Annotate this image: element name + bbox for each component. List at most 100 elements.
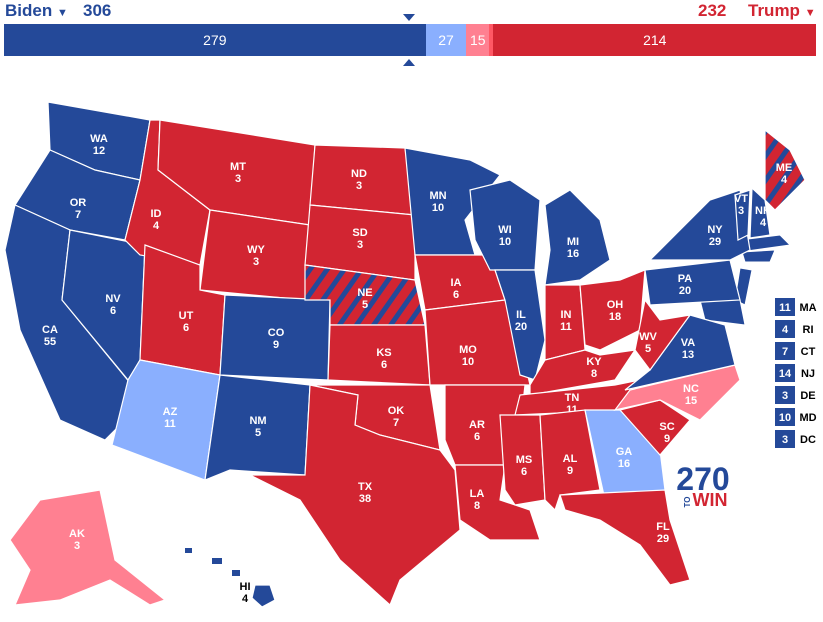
state-shape[interactable]: [734, 189, 751, 241]
state-shape[interactable]: [644, 259, 741, 306]
state-abbr: MN: [429, 190, 446, 202]
state-ev: 8: [591, 368, 597, 380]
state-ev: 6: [381, 359, 387, 371]
state-abbr: VA: [681, 337, 696, 349]
state-shape[interactable]: [624, 314, 736, 391]
state-abbr: NH: [755, 205, 771, 217]
state-shape[interactable]: [309, 144, 416, 216]
state-abbr: AK: [69, 528, 85, 540]
state-abbr: GA: [616, 446, 633, 458]
state-abbr: PA: [678, 273, 693, 285]
candidate-total: 232: [698, 1, 727, 20]
state-abbr: CO: [268, 327, 285, 339]
state-abbr: ND: [351, 168, 367, 180]
state-abbr: AR: [469, 419, 485, 431]
state-shape[interactable]: [613, 364, 741, 421]
state-ev: 11: [164, 418, 176, 430]
state-ev: 16: [618, 458, 630, 470]
small-state-box[interactable]: [775, 408, 795, 426]
state-ev: 5: [255, 427, 261, 439]
candidate-name[interactable]: Biden: [5, 1, 53, 20]
island-shape: [232, 570, 240, 576]
small-state-abbr: CT: [801, 346, 816, 358]
state-ev: 8: [474, 500, 480, 512]
state-ev: 11: [560, 321, 572, 333]
state-shape[interactable]: [251, 584, 276, 608]
state-ev: 3: [253, 256, 259, 268]
state-shape: [741, 249, 776, 263]
small-state-ev: 7: [782, 346, 788, 358]
small-state-abbr: MD: [799, 412, 816, 424]
state-ev: 6: [474, 431, 480, 443]
state-ev: 4: [760, 217, 767, 229]
state-ev: 18: [609, 311, 621, 323]
marker: [403, 14, 415, 21]
small-state-box[interactable]: [775, 364, 795, 382]
state-ev: 5: [362, 299, 368, 311]
state-abbr: MS: [516, 454, 533, 466]
state-ev: 6: [453, 289, 459, 301]
state-shape[interactable]: [544, 189, 611, 286]
small-state-abbr: DC: [800, 434, 816, 446]
state-shape[interactable]: [111, 359, 221, 481]
state-ev: 55: [44, 336, 56, 348]
small-state-box[interactable]: [775, 320, 795, 338]
small-state-ev: 4: [782, 324, 789, 336]
state-abbr: FL: [656, 521, 670, 533]
state-abbr: MO: [459, 344, 477, 356]
state-abbr: WV: [639, 331, 657, 343]
state-abbr: NC: [683, 383, 699, 395]
island-shape: [185, 548, 192, 553]
state-ev: 6: [110, 305, 116, 317]
state-shape[interactable]: [764, 128, 806, 211]
state-shape[interactable]: [634, 298, 692, 372]
state-ev: 12: [93, 145, 105, 157]
candidate-name[interactable]: Trump: [748, 1, 800, 20]
state-ev: 5: [645, 343, 651, 355]
state-ev: 9: [273, 339, 279, 351]
small-state-ev: 11: [779, 302, 791, 314]
state-abbr: IL: [516, 309, 526, 321]
small-state-ev: 14: [779, 368, 792, 380]
marker: [403, 59, 415, 66]
small-state-abbr: DE: [800, 390, 815, 402]
candidate-right[interactable]: Trump ▼: [748, 1, 816, 20]
state-abbr: NY: [707, 224, 723, 236]
state-shape[interactable]: [584, 409, 666, 501]
small-state-box[interactable]: [775, 342, 795, 360]
state-ev: 4: [781, 174, 788, 186]
small-state-box[interactable]: [775, 430, 795, 448]
state-abbr: MI: [567, 236, 579, 248]
bar-segment: 27: [425, 24, 467, 56]
state-ev: 3: [357, 239, 363, 251]
state-abbr: WA: [90, 133, 108, 145]
state-abbr: NM: [249, 415, 266, 427]
logo-word: WIN: [693, 490, 728, 510]
candidate-total: 306: [83, 1, 112, 20]
state-ev: 10: [462, 356, 474, 368]
small-state-ev: 3: [782, 434, 788, 446]
state-abbr: NE: [357, 287, 372, 299]
state-abbr: OR: [70, 197, 87, 209]
state-abbr: ID: [151, 208, 162, 220]
state-shape[interactable]: [249, 384, 461, 607]
state-ev: 4: [153, 220, 160, 232]
state-abbr: UT: [179, 310, 194, 322]
small-state-ev: 3: [782, 390, 788, 402]
state-ev: 20: [515, 321, 527, 333]
state-shape[interactable]: [559, 489, 691, 586]
small-state-box[interactable]: [775, 386, 795, 404]
state-abbr: OH: [607, 299, 624, 311]
small-state-abbr: RI: [803, 324, 814, 336]
small-state-abbr: NJ: [801, 368, 815, 380]
state-ev: 6: [183, 322, 189, 334]
state-shape[interactable]: [204, 374, 311, 481]
state-shape[interactable]: [9, 489, 167, 606]
candidate-left[interactable]: Biden ▼: [5, 1, 68, 20]
small-state-box[interactable]: [775, 298, 795, 316]
state-ev: 29: [657, 533, 669, 545]
state-shape[interactable]: [499, 414, 546, 506]
state-abbr: TN: [565, 392, 580, 404]
logo-small: TO: [683, 497, 692, 508]
